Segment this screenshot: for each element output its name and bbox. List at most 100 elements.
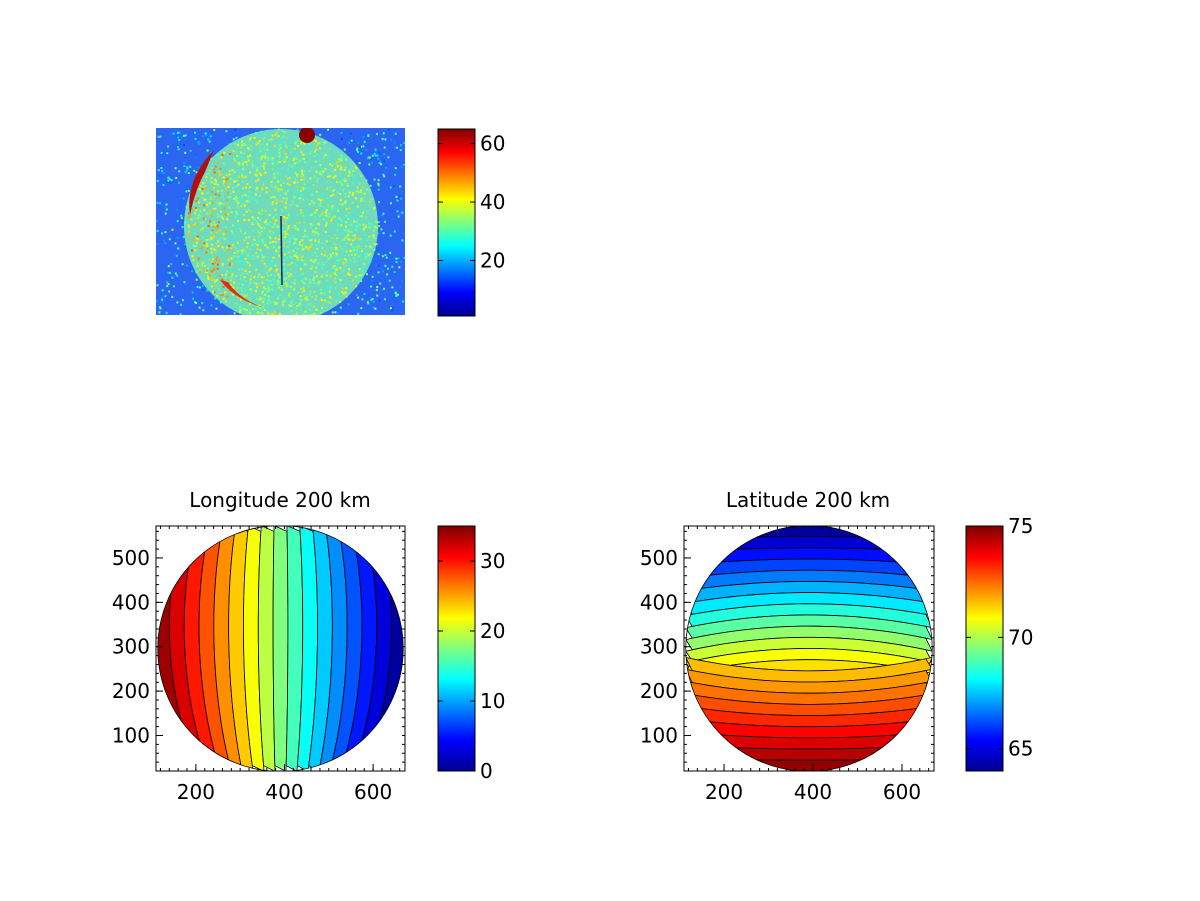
- image-pixel: [275, 249, 278, 252]
- image-pixel: [256, 248, 259, 251]
- image-pixel: [194, 257, 197, 260]
- image-pixel: [313, 150, 316, 153]
- image-pixel: [394, 132, 397, 135]
- image-pixel: [191, 270, 194, 273]
- image-pixel: [182, 236, 185, 239]
- image-pixel: [185, 264, 188, 267]
- image-pixel: [241, 140, 244, 143]
- image-pixel: [269, 154, 272, 157]
- image-pixel: [294, 254, 297, 257]
- image-pixel: [201, 227, 204, 230]
- colorbar-tick-label: 10: [480, 689, 505, 713]
- image-pixel: [366, 253, 369, 256]
- image-pixel: [238, 164, 241, 167]
- image-pixel: [302, 178, 305, 181]
- image-pixel: [320, 253, 323, 256]
- image-pixel: [243, 308, 246, 311]
- image-pixel: [309, 152, 312, 155]
- image-pixel: [249, 288, 252, 291]
- image-pixel: [398, 197, 401, 200]
- image-pixel: [362, 267, 365, 270]
- image-pixel: [324, 141, 327, 144]
- image-pixel: [360, 197, 363, 200]
- image-pixel: [314, 160, 317, 163]
- image-pixel: [209, 277, 212, 280]
- image-pixel: [387, 156, 390, 159]
- image-pixel: [219, 167, 222, 170]
- image-pixel: [350, 139, 353, 142]
- image-pixel: [268, 269, 271, 272]
- image-pixel: [221, 154, 224, 157]
- image-pixel: [164, 231, 167, 234]
- image-pixel: [397, 257, 400, 260]
- image-pixel: [281, 221, 284, 224]
- image-pixel: [228, 273, 231, 276]
- image-pixel: [262, 286, 265, 289]
- image-pixel: [277, 238, 280, 241]
- image-pixel: [239, 202, 242, 205]
- image-pixel: [330, 297, 333, 300]
- image-pixel: [284, 281, 287, 284]
- image-pixel: [246, 254, 249, 257]
- image-pixel: [389, 307, 392, 310]
- image-pixel: [332, 193, 335, 196]
- image-pixel: [204, 198, 207, 201]
- image-pixel: [267, 286, 270, 289]
- image-pixel: [216, 295, 219, 298]
- image-pixel: [313, 215, 316, 218]
- image-pixel: [263, 162, 266, 165]
- image-pixel: [213, 225, 216, 228]
- image-pixel: [342, 261, 345, 264]
- image-pixel: [324, 224, 327, 227]
- image-pixel: [158, 313, 161, 315]
- image-pixel: [327, 301, 330, 304]
- image-pixel: [181, 263, 184, 266]
- image-pixel: [348, 171, 351, 174]
- image-pixel: [309, 239, 312, 242]
- image-pixel: [263, 308, 266, 311]
- image-pixel: [164, 206, 167, 209]
- y-tick-label: 200: [640, 679, 678, 703]
- image-pixel: [168, 290, 171, 293]
- image-pixel: [324, 154, 327, 157]
- image-pixel: [274, 264, 277, 267]
- image-pixel: [175, 254, 178, 257]
- image-pixel: [261, 184, 264, 187]
- image-pixel: [331, 311, 334, 314]
- image-pixel: [199, 271, 202, 274]
- image-pixel: [213, 182, 216, 185]
- image-pixel: [291, 215, 294, 218]
- image-pixel: [188, 226, 191, 229]
- image-pixel: [351, 201, 354, 204]
- image-pixel: [245, 236, 248, 239]
- image-pixel: [297, 228, 300, 231]
- image-pixel: [287, 169, 290, 172]
- image-pixel: [206, 134, 209, 137]
- colorbar-tick-label: 60: [480, 132, 505, 156]
- image-pixel: [259, 150, 262, 153]
- image-pixel: [339, 279, 342, 282]
- image-pixel: [382, 232, 385, 235]
- image-pixel: [308, 236, 311, 239]
- image-pixel: [301, 255, 304, 258]
- image-pixel: [260, 158, 263, 161]
- image-pixel: [266, 296, 269, 299]
- image-pixel: [194, 137, 197, 140]
- image-pixel: [202, 182, 205, 185]
- image-pixel: [205, 176, 208, 179]
- image-pixel: [361, 190, 364, 193]
- image-pixel: [382, 212, 385, 215]
- image-pixel: [255, 143, 258, 146]
- image-pixel: [314, 296, 317, 299]
- image-pixel: [357, 267, 360, 270]
- image-pixel: [301, 153, 304, 156]
- image-pixel: [261, 155, 264, 158]
- longitude-contour-band: [272, 526, 289, 771]
- image-pixel: [288, 295, 291, 298]
- image-pixel: [363, 233, 366, 236]
- image-pixel: [211, 237, 214, 240]
- image-pixel: [202, 309, 205, 312]
- image-pixel: [214, 297, 217, 300]
- image-pixel: [219, 229, 222, 232]
- image-pixel: [306, 199, 309, 202]
